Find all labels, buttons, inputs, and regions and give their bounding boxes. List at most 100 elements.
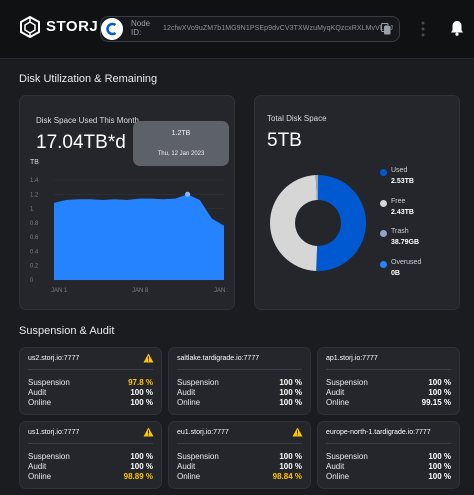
online-label: Online xyxy=(326,398,350,407)
notification-bell-icon[interactable] xyxy=(450,20,464,36)
satellite-card: us2.storj.io:7777 Suspension 97.8 % Audit 10… xyxy=(19,347,162,415)
tooltip-date: Thu, 12 Jan 2023 xyxy=(157,151,205,157)
satellite-name: eu1.storj.io:7777 xyxy=(177,429,229,436)
warning-icon xyxy=(143,427,154,437)
legend-value: 38.79GB xyxy=(391,239,420,246)
audit-label: Audit xyxy=(326,388,345,397)
suspension-label: Suspension xyxy=(326,452,368,461)
online-value: 99.15 % xyxy=(421,398,451,407)
satellite-name: us2.storj.io:7777 xyxy=(28,355,80,362)
card-divider xyxy=(28,443,153,444)
hover-point[interactable] xyxy=(185,191,191,197)
satellite-card: eu1.storj.io:7777 Suspension 100 % Audit 100… xyxy=(168,421,311,489)
y-tick-label: 0.4 xyxy=(30,249,39,255)
audit-label: Audit xyxy=(28,462,47,471)
suspension-value: 100 % xyxy=(130,452,153,461)
y-tick-label: 0 xyxy=(30,278,34,284)
suspension-label: Suspension xyxy=(326,378,368,387)
legend-name: Free xyxy=(391,198,406,205)
y-tick-label: 0.8 xyxy=(30,221,39,227)
online-value: 100 % xyxy=(279,398,302,407)
top-header: STORJ Node ID: 12cfwXVo9uZM7b1MG9N1PSEp9… xyxy=(0,0,474,59)
more-options-icon[interactable] xyxy=(420,20,426,38)
tooltip-value: 1.2TB xyxy=(171,130,191,137)
audit-value: 100 % xyxy=(130,462,153,471)
donut-slice-used[interactable] xyxy=(316,175,366,271)
warning-icon xyxy=(143,353,154,363)
total-disk-card: Total Disk Space 5TB xyxy=(254,95,460,310)
storj-logo-icon xyxy=(20,16,40,38)
disk-used-title: Disk Space Used This Month xyxy=(36,116,140,125)
node-id-label: Node ID: xyxy=(131,19,151,37)
satellite-card: us1.storj.io:7777 Suspension 100 % Audit 100… xyxy=(19,421,162,489)
usage-area xyxy=(54,194,224,280)
suspension-label: Suspension xyxy=(28,452,70,461)
legend-dot xyxy=(380,261,387,268)
y-tick-label: 1.2 xyxy=(30,192,39,198)
suspension-label: Suspension xyxy=(177,378,219,387)
donut-slice-trash[interactable] xyxy=(315,175,318,201)
node-id-field: Node ID: 12cfwXVo9uZM7b1MG9N1PSEp9dvCV3T… xyxy=(100,16,400,42)
suspension-value: 100 % xyxy=(279,378,302,387)
online-label: Online xyxy=(28,398,52,407)
suspension-value: 97.8 % xyxy=(128,378,153,387)
card-divider xyxy=(28,369,153,370)
satellite-card: ap1.storj.io:7777 Suspension 100 % Audit 100… xyxy=(317,347,460,415)
audit-value: 100 % xyxy=(428,388,451,397)
card-divider xyxy=(326,369,451,370)
suspension-value: 100 % xyxy=(279,452,302,461)
disk-donut-chart xyxy=(270,175,366,271)
suspension-value: 100 % xyxy=(428,378,451,387)
audit-value: 100 % xyxy=(428,462,451,471)
warning-icon xyxy=(292,427,303,437)
satellite-name: ap1.storj.io:7777 xyxy=(326,355,378,362)
legend-dot xyxy=(380,169,387,176)
satellite-name: saltlake.tardigrade.io:7777 xyxy=(177,355,260,362)
node-id-value: 12cfwXVo9uZM7b1MG9N1PSEp9dvCV3TXWzuMyqKQ… xyxy=(163,25,394,32)
logo-text: STORJ xyxy=(46,18,99,35)
y-axis-unit-label: TB xyxy=(30,159,39,166)
x-tick-label: JAN 8 xyxy=(132,288,149,294)
audit-label: Audit xyxy=(177,388,196,397)
y-tick-label: 1 xyxy=(30,207,34,213)
disk-used-value: 17.04TB*d xyxy=(36,132,126,153)
suspension-label: Suspension xyxy=(28,378,70,387)
disk-usage-area-chart: TB 1.4 1.2 1 0.8 0.6 0.4 0.2 0 JAN 1 JAN 8 JAN 15 xyxy=(30,159,228,294)
legend-dot xyxy=(380,230,387,237)
satellite-card: europe-north-1.tardigrade.io:7777 Suspens… xyxy=(317,421,460,489)
suspension-value: 100 % xyxy=(428,452,451,461)
legend-dot xyxy=(380,200,387,207)
online-value: 100 % xyxy=(428,472,451,481)
online-value: 98.84 % xyxy=(272,472,302,481)
audit-value: 100 % xyxy=(130,388,153,397)
disk-section-title: Disk Utilization & Remaining xyxy=(19,73,158,85)
satellite-name: europe-north-1.tardigrade.io:7777 xyxy=(326,429,431,436)
total-disk-title: Total Disk Space xyxy=(267,114,327,123)
audit-label: Audit xyxy=(326,462,345,471)
audit-label: Audit xyxy=(177,462,196,471)
card-divider xyxy=(177,369,302,370)
y-tick-label: 1.4 xyxy=(30,178,39,184)
donut-slice-free[interactable] xyxy=(270,175,318,271)
legend-value: 0B xyxy=(391,270,400,277)
suspension-label: Suspension xyxy=(177,452,219,461)
total-disk-value: 5TB xyxy=(267,130,302,151)
node-logo-icon xyxy=(101,18,123,40)
legend-name: Trash xyxy=(391,228,409,235)
card-divider xyxy=(177,443,302,444)
audit-label: Audit xyxy=(28,388,47,397)
y-tick-label: 0.6 xyxy=(30,235,39,241)
audit-value: 100 % xyxy=(279,388,302,397)
online-label: Online xyxy=(326,472,350,481)
online-value: 98.89 % xyxy=(123,472,153,481)
online-label: Online xyxy=(177,398,201,407)
online-label: Online xyxy=(177,472,201,481)
legend-name: Used xyxy=(391,167,408,174)
legend-value: 2.43TB xyxy=(391,209,414,216)
online-label: Online xyxy=(28,472,52,481)
card-divider xyxy=(326,443,451,444)
chart-tooltip: 1.2TB Thu, 12 Jan 2023 xyxy=(133,121,229,166)
audit-value: 100 % xyxy=(279,462,302,471)
copy-icon[interactable] xyxy=(381,23,391,35)
satellite-card: saltlake.tardigrade.io:7777 Suspension 100… xyxy=(168,347,311,415)
